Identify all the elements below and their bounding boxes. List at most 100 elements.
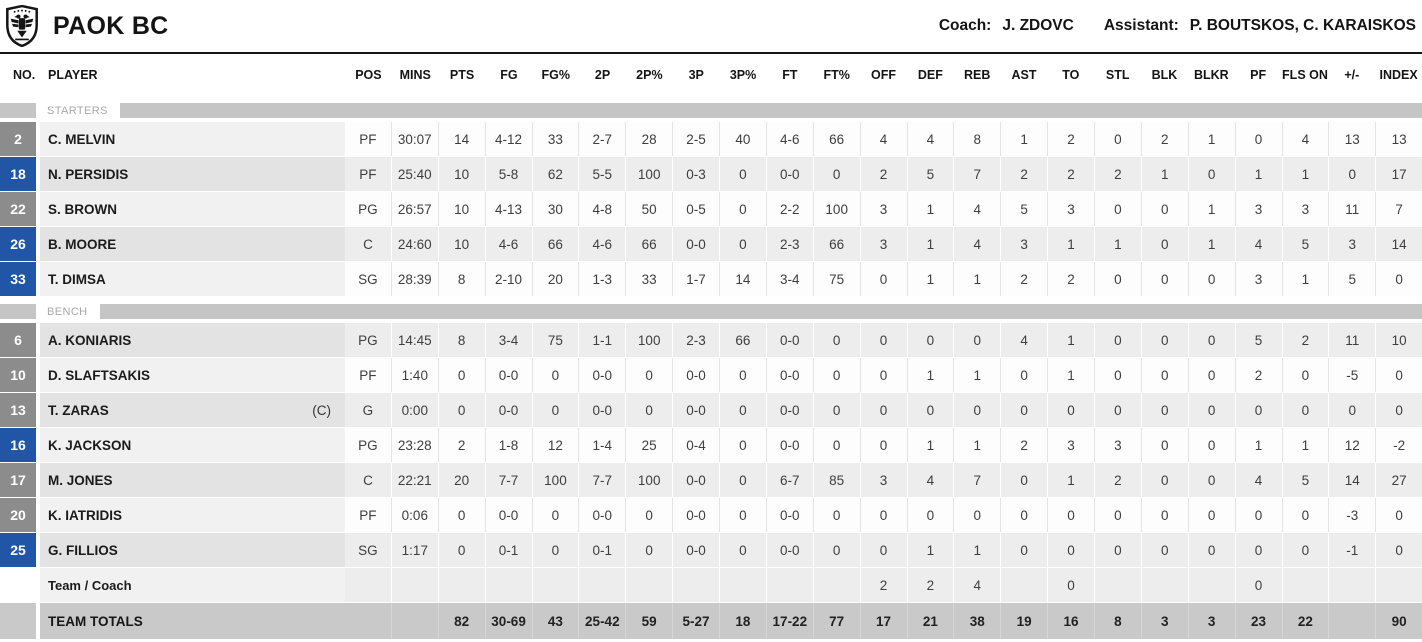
stat-to: 2 (1047, 122, 1094, 156)
player-row[interactable]: 33 T. DIMSA SG 28:39 8 2-10 20 1-3 33 1-7 14 3-4 75 0… (0, 262, 1422, 296)
stat-ftpct: 0 (812, 157, 860, 191)
stat-plusminus: 5 (1328, 262, 1376, 296)
row-stats: SG 28:39 8 2-10 20 1-3 33 1-7 14 3-4 75 0 1 1 2 2 0 0 0 3 1 5… (345, 262, 1422, 296)
stat-stl: 0 (1094, 262, 1141, 296)
stat-off: 0 (859, 533, 907, 567)
stat-fgpct: 0 (531, 533, 579, 567)
stat-mins: 26:57 (390, 192, 438, 226)
column-header-reb: REB (963, 67, 991, 82)
stat-pos: PG (345, 192, 391, 226)
stat-ft: 2-2 (765, 192, 813, 226)
stat-fls-on: 1 (1281, 157, 1329, 191)
spacer (36, 568, 40, 602)
stat-3p: 5-27 (672, 603, 719, 639)
player-name-cell: A. KONIARIS (40, 323, 345, 357)
stat-3ppct: 40 (719, 122, 766, 156)
stat-stl: 3 (1094, 428, 1141, 462)
stat-plusminus: 3 (1328, 227, 1376, 261)
spacer (36, 227, 40, 261)
column-header-row: NO. PLAYER POS MINS PTS FG FG% 2P 2P% 3P 3P% FT FT% O… (0, 54, 1422, 95)
stat-3p: 1-7 (672, 262, 719, 296)
stat-fg: 0-1 (484, 533, 532, 567)
row-label: TEAM TOTALS (48, 613, 143, 629)
stat-blk: 0 (1140, 533, 1188, 567)
stat-reb: 4 (953, 192, 1001, 226)
table-body: STARTERS 2 C. MELVIN PF 30:07 14 4-12 33 2-7 28 2-… (0, 103, 1422, 639)
stat-2ppct: 50 (625, 192, 673, 226)
stat-ftpct: 77 (812, 603, 860, 639)
stat-blk: 0 (1140, 323, 1188, 357)
spacer (36, 498, 40, 532)
stat-to: 0 (1047, 533, 1094, 567)
stat-3p: 0-0 (672, 533, 719, 567)
stat-fls-on (1281, 568, 1329, 602)
stat-off: 3 (859, 227, 907, 261)
stat-reb: 7 (953, 463, 1001, 497)
stat-blkr: 1 (1187, 227, 1235, 261)
player-row[interactable]: 2 C. MELVIN PF 30:07 14 4-12 33 2-7 28 2-5 40 4-6 66… (0, 122, 1422, 156)
stat-fgpct: 100 (531, 463, 579, 497)
player-row[interactable]: 25 G. FILLIOS SG 1:17 0 0-1 0 0-1 0 0-0 0 0-0 0 0 1 1 0 0… (0, 533, 1422, 567)
stat-ast: 0 (1000, 393, 1048, 427)
stat-index: 10 (1375, 323, 1422, 357)
stat-def: 0 (906, 393, 954, 427)
stat-mins: 14:45 (390, 323, 438, 357)
assistant-group: Assistant: P. BOUTSKOS, C. KARAISKOS (1104, 17, 1416, 35)
stat-mins: 1:17 (390, 533, 438, 567)
stat-2ppct: 100 (625, 463, 673, 497)
stat-reb: 38 (953, 603, 1001, 639)
player-row[interactable]: 10 D. SLAFTSAKIS PF 1:40 0 0-0 0 0-0 0 0-0 0 0-0 0 0 1… (0, 358, 1422, 392)
stat-blkr: 0 (1187, 323, 1235, 357)
stat-fgpct: 20 (531, 262, 579, 296)
stat-index: 14 (1375, 227, 1422, 261)
stat-pos: SG (345, 533, 391, 567)
stat-ft: 0-0 (765, 428, 813, 462)
stat-to: 1 (1047, 358, 1094, 392)
stat-ftpct: 100 (812, 192, 860, 226)
player-number-badge: 22 (0, 192, 36, 226)
stat-index: 0 (1375, 393, 1422, 427)
player-row[interactable]: 26 B. MOORE C 24:60 10 4-6 66 4-6 66 0-0 0 2-3 66 3 1 4… (0, 227, 1422, 261)
player-row[interactable]: 13 T. ZARAS (C) G 0:00 0 0-0 0 0-0 0 0-0 0 0-0 0 0 0 0 0 0… (0, 393, 1422, 427)
player-row[interactable]: 16 K. JACKSON PG 23:28 2 1-8 12 1-4 25 0-4 0 0-0 0 0 1… (0, 428, 1422, 462)
stat-2ppct: 0 (625, 498, 673, 532)
player-row[interactable]: 6 A. KONIARIS PG 14:45 8 3-4 75 1-1 100 2-3 66 0-0 0… (0, 323, 1422, 357)
player-row[interactable]: 18 N. PERSIDIS PF 25:40 10 5-8 62 5-5 100 0-3 0 0-0… (0, 157, 1422, 191)
stat-ast: 2 (1000, 262, 1048, 296)
stat-index: 0 (1375, 262, 1422, 296)
stat-ftpct: 0 (812, 393, 860, 427)
stat-reb: 4 (953, 227, 1001, 261)
stat-fg (484, 568, 532, 602)
stat-index: -2 (1375, 428, 1422, 462)
section-label: BENCH (40, 304, 95, 319)
player-row[interactable]: 17 M. JONES C 22:21 20 7-7 100 7-7 100 0-0 0 6-7 85 3… (0, 463, 1422, 497)
column-header-ftpct: FT% (823, 67, 850, 82)
stat-blkr: 1 (1187, 122, 1235, 156)
spacer (36, 103, 40, 118)
stat-pts: 82 (437, 603, 485, 639)
stat-2ppct: 33 (625, 262, 673, 296)
stat-plusminus: -1 (1328, 533, 1376, 567)
stat-pts: 8 (437, 323, 485, 357)
stat-reb: 0 (953, 498, 1001, 532)
stat-def: 0 (906, 323, 954, 357)
stat-pos: PG (345, 323, 391, 357)
player-name: T. DIMSA (48, 271, 106, 287)
team-totals-row-label-cell: TEAM TOTALS (40, 603, 345, 639)
stat-fgpct: 43 (531, 603, 579, 639)
stat-plusminus (1328, 568, 1376, 602)
player-name-cell: T. ZARAS (C) (40, 393, 345, 427)
column-header-2ppct: 2P% (636, 67, 663, 82)
player-row[interactable]: 20 K. IATRIDIS PF 0:06 0 0-0 0 0-0 0 0-0 0 0-0 0 0 0 0 0… (0, 498, 1422, 532)
stat-fgpct: 0 (531, 498, 579, 532)
stat-ft: 0-0 (765, 393, 813, 427)
stat-plusminus: -3 (1328, 498, 1376, 532)
stat-ftpct: 66 (812, 122, 860, 156)
player-row[interactable]: 22 S. BROWN PG 26:57 10 4-13 30 4-8 50 0-5 0 2-2 100… (0, 192, 1422, 226)
stat-pts: 0 (437, 358, 485, 392)
stat-2ppct: 0 (625, 358, 673, 392)
column-header-pf: PF (1250, 67, 1267, 82)
player-name-cell: D. SLAFTSAKIS (40, 358, 345, 392)
column-header-to: TO (1062, 67, 1080, 82)
stat-plusminus: 14 (1328, 463, 1376, 497)
